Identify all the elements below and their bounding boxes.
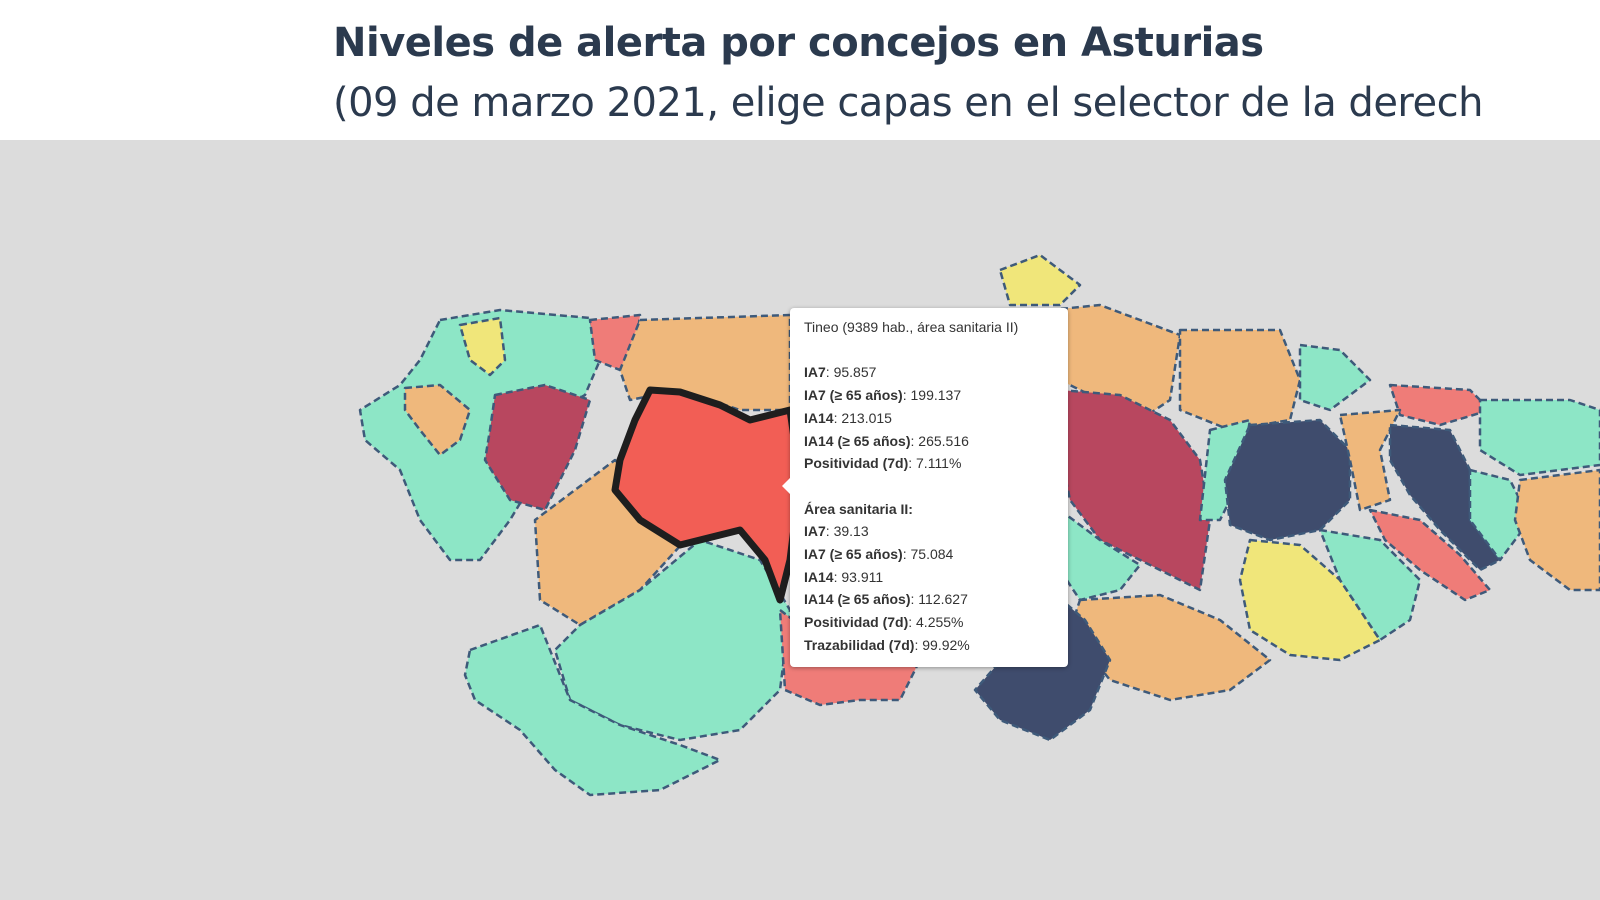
tooltip-row: IA14 (≥ 65 años): 112.627 — [804, 591, 968, 608]
header: Niveles de alerta por concejos en Asturi… — [0, 0, 1600, 140]
region[interactable] — [403, 383, 472, 457]
tooltip-row: IA14: 93.911 — [804, 568, 884, 585]
choropleth-map[interactable] — [0, 140, 1600, 900]
tooltip-row: IA7 (≥ 65 años): 75.084 — [804, 546, 954, 562]
page-title: Niveles de alerta por concejos en Asturi… — [333, 20, 1264, 66]
region[interactable] — [1298, 343, 1372, 412]
tooltip-row: IA7 (≥ 65 años): 199.137 — [804, 387, 962, 404]
region[interactable] — [553, 538, 792, 742]
tooltip-area-heading: Área sanitaria II: — [804, 500, 913, 517]
region[interactable] — [458, 316, 507, 377]
region[interactable] — [1338, 408, 1402, 512]
region-tineo[interactable] — [611, 386, 804, 604]
region[interactable] — [1388, 383, 1492, 427]
tooltip-row: Positividad (7d): 4.255% — [804, 614, 964, 631]
region[interactable] — [1223, 418, 1352, 542]
region[interactable] — [1478, 398, 1600, 477]
region[interactable] — [1058, 508, 1142, 602]
tooltip-row: Trazabilidad (7d): 99.92% — [804, 636, 970, 653]
page-subtitle: (09 de marzo 2021, elige capas en el sel… — [333, 80, 1483, 126]
tooltip-row: Positividad (7d): 7.111% — [804, 455, 962, 472]
region[interactable] — [1388, 423, 1502, 572]
region[interactable] — [1468, 468, 1532, 562]
region[interactable] — [1238, 538, 1382, 662]
region[interactable] — [1178, 328, 1302, 432]
tooltip-row: IA7: 39.13 — [804, 523, 869, 540]
region[interactable] — [1368, 508, 1492, 602]
region[interactable] — [998, 253, 1082, 307]
map-canvas[interactable]: Tineo (9389 hab., área sanitaria II) IA7… — [0, 140, 1600, 900]
tooltip-row: IA14 (≥ 65 años): 265.516 — [804, 432, 969, 449]
region-tooltip: Tineo (9389 hab., área sanitaria II) IA7… — [782, 308, 1068, 667]
region[interactable] — [463, 623, 722, 797]
region[interactable] — [1513, 468, 1600, 592]
tooltip-heading: Tineo (9389 hab., área sanitaria II) — [804, 319, 1019, 335]
region[interactable] — [483, 383, 592, 512]
region[interactable] — [1068, 593, 1272, 702]
tooltip-row: IA7: 95.857 — [804, 364, 877, 381]
region[interactable] — [1318, 528, 1422, 642]
tooltip-row: IA14: 213.015 — [804, 409, 892, 426]
